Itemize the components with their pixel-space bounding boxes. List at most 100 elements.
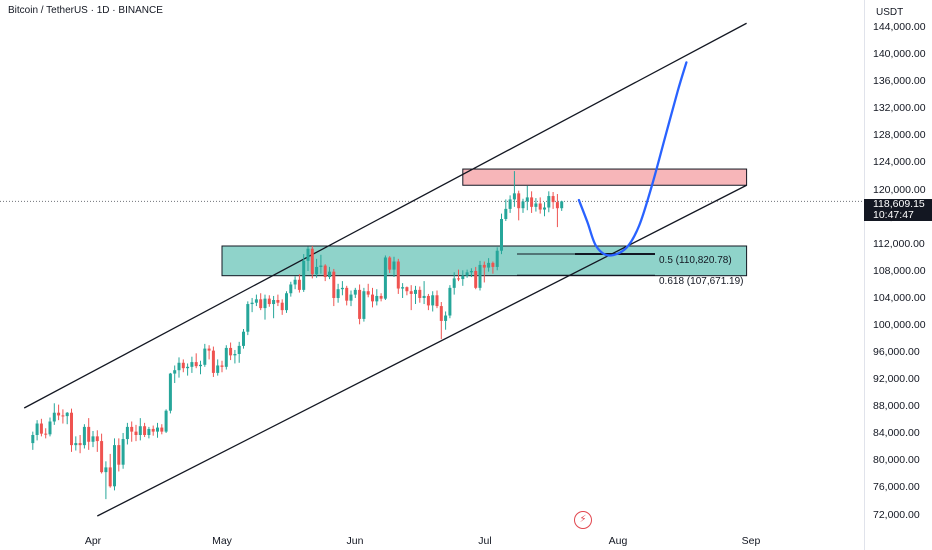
candle (134, 424, 138, 442)
candle (216, 359, 220, 376)
candles (31, 171, 564, 500)
candle-body (383, 257, 387, 299)
candle-body (31, 435, 35, 444)
candle-body (138, 426, 142, 435)
candle (310, 246, 314, 279)
candle-body (349, 294, 353, 301)
candle (190, 356, 194, 373)
candle (392, 256, 396, 278)
flash-icon[interactable]: ⚡︎ (574, 511, 592, 529)
candle (396, 258, 400, 294)
candle (534, 198, 538, 212)
price-axis[interactable]: USDT 144,000.00 140,000.00 136,000.00 132,0… (864, 0, 932, 550)
price-tick-label: 84,000.00 (873, 427, 920, 439)
symbol-title[interactable]: Bitcoin / TetherUS · 1D · BINANCE (8, 5, 163, 16)
candle-body (177, 362, 181, 371)
price-tick-label: 104,000.00 (873, 292, 926, 304)
candle-body (52, 412, 56, 422)
candle-body (461, 275, 465, 280)
candle-body (401, 287, 405, 289)
candle (267, 295, 271, 307)
candle (117, 438, 121, 472)
projection-path[interactable] (577, 61, 688, 257)
price-tick-label: 144,000.00 (873, 21, 926, 33)
candle-body (280, 302, 284, 311)
candle (444, 311, 448, 330)
candle (547, 191, 551, 213)
candle-body (199, 364, 202, 367)
candle-body (216, 365, 220, 373)
candle-body (78, 443, 82, 446)
candle-body (474, 270, 478, 288)
candle (371, 287, 374, 308)
candle (495, 247, 499, 271)
price-tick-label: 100,000.00 (873, 319, 926, 331)
candle (439, 302, 443, 340)
candle (91, 430, 95, 448)
candle-body (452, 278, 456, 288)
candle (276, 294, 280, 307)
candle (358, 284, 362, 325)
candle-body (242, 331, 245, 346)
candle-body (293, 279, 297, 285)
candle-body (57, 412, 61, 416)
candle (181, 359, 185, 373)
candle-body (147, 428, 151, 435)
candle (362, 287, 366, 322)
candle (366, 283, 370, 298)
price-tick-label: 80,000.00 (873, 454, 920, 466)
candle-body (156, 427, 159, 432)
candle-body (134, 431, 138, 435)
candle-body (538, 203, 542, 210)
candle-body (435, 295, 439, 307)
candle (70, 408, 73, 452)
candle (431, 291, 435, 312)
candle (353, 287, 357, 298)
candle-body (237, 345, 241, 354)
candle-body (246, 304, 250, 332)
candle-body (259, 299, 263, 309)
channel-lower-line[interactable] (97, 184, 747, 517)
bar-countdown: 10:47:47 (873, 209, 914, 221)
candle (302, 254, 306, 292)
candle-body (254, 299, 258, 303)
candle (143, 422, 147, 438)
candle (259, 293, 263, 311)
candle (555, 194, 559, 228)
candle-body (525, 197, 529, 202)
candle (220, 360, 224, 373)
candle (461, 270, 465, 286)
candle (388, 256, 392, 273)
price-tick-label: 124,000.00 (873, 156, 926, 168)
candle-body (173, 370, 177, 374)
candle (465, 269, 469, 278)
candle-body (113, 445, 116, 487)
candle (263, 294, 267, 320)
candle (44, 428, 48, 439)
channel-upper-line[interactable] (23, 22, 747, 409)
candle (517, 190, 521, 221)
candle (82, 424, 86, 449)
candle-body (315, 266, 319, 275)
candle (100, 433, 104, 474)
price-tick-label: 108,000.00 (873, 265, 926, 277)
candle (500, 213, 503, 255)
candle (323, 264, 327, 282)
candle-body (517, 193, 521, 209)
time-tick-label: Jun (346, 535, 364, 547)
candle-body (362, 291, 366, 319)
candle (173, 365, 177, 384)
candle-body (203, 348, 207, 365)
resistance-zone[interactable] (462, 168, 748, 186)
candle-body (469, 270, 473, 273)
candle (297, 274, 301, 293)
price-axis-unit[interactable]: USDT (876, 7, 904, 18)
candle (199, 360, 202, 375)
candle (177, 357, 181, 378)
candle (280, 299, 284, 315)
candle (474, 266, 478, 290)
candle-body (543, 207, 546, 210)
last-price-value: 118,609.15 (873, 198, 925, 210)
candle (405, 286, 409, 296)
